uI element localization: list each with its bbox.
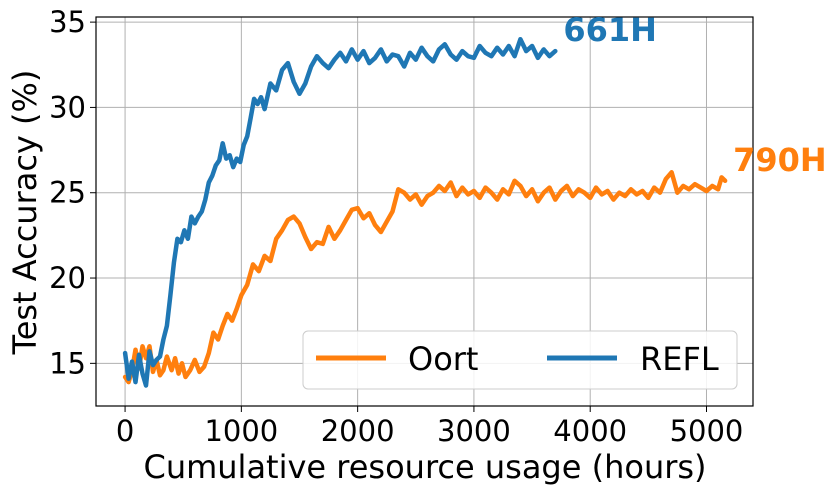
legend-label-refl: REFL <box>640 340 719 378</box>
end-labels: 790H 661H <box>563 11 826 179</box>
y-tick-label: 25 <box>49 176 86 210</box>
x-tick-label: 4000 <box>553 414 627 448</box>
series-lines <box>122 36 728 388</box>
x-tick-label: 3000 <box>437 414 511 448</box>
legend: Oort REFL <box>302 330 738 390</box>
x-tick-label: 2000 <box>321 414 395 448</box>
x-tick-label: 5000 <box>670 414 744 448</box>
legend-label-oort: Oort <box>408 340 478 378</box>
x-tick-label: 0 <box>116 414 134 448</box>
series-line-oort <box>122 170 728 385</box>
end-label-oort: 790H <box>733 141 827 179</box>
y-tick-label: 30 <box>49 90 86 124</box>
plot-frame <box>95 16 754 407</box>
y-tick-label: 35 <box>49 5 86 39</box>
x-tick-label: 1000 <box>204 414 278 448</box>
end-label-refl: 661H <box>563 11 657 49</box>
legend-box <box>302 330 738 390</box>
y-axis-ticks: 15 20 25 30 35 <box>49 5 96 380</box>
y-tick-label: 15 <box>49 346 86 380</box>
x-axis-label: Cumulative resource usage (hours) <box>143 448 706 486</box>
x-axis-ticks: 0 1000 2000 3000 4000 5000 <box>116 406 744 448</box>
y-tick-label: 20 <box>49 261 86 295</box>
y-axis-label: Test Accuracy (%) <box>6 70 44 356</box>
series-line-refl <box>122 36 558 388</box>
